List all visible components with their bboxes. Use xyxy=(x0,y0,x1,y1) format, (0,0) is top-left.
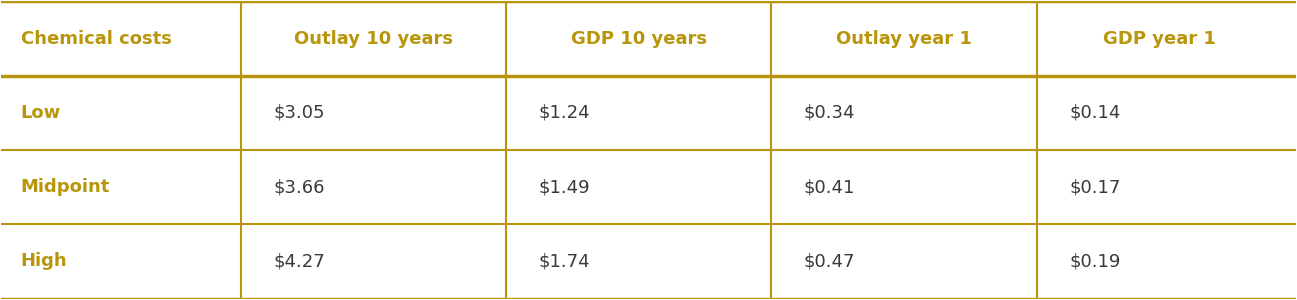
Text: Outlay 10 years: Outlay 10 years xyxy=(294,29,453,47)
Text: GDP year 1: GDP year 1 xyxy=(1104,29,1217,47)
Text: $0.17: $0.17 xyxy=(1069,178,1121,196)
Text: $0.47: $0.47 xyxy=(804,253,855,271)
Text: $0.19: $0.19 xyxy=(1069,253,1121,271)
Text: $3.05: $3.05 xyxy=(274,104,324,122)
Text: $0.14: $0.14 xyxy=(1069,104,1121,122)
Text: Low: Low xyxy=(21,104,61,122)
Text: GDP 10 years: GDP 10 years xyxy=(571,29,707,47)
Text: $1.49: $1.49 xyxy=(538,178,590,196)
Text: $1.74: $1.74 xyxy=(538,253,590,271)
Text: High: High xyxy=(21,253,67,271)
Text: Outlay year 1: Outlay year 1 xyxy=(837,29,971,47)
Text: $1.24: $1.24 xyxy=(538,104,590,122)
Text: Chemical costs: Chemical costs xyxy=(21,29,171,47)
Text: $0.34: $0.34 xyxy=(804,104,855,122)
Text: $0.41: $0.41 xyxy=(804,178,855,196)
Text: $4.27: $4.27 xyxy=(274,253,326,271)
Text: $3.66: $3.66 xyxy=(274,178,324,196)
Text: Midpoint: Midpoint xyxy=(21,178,110,196)
